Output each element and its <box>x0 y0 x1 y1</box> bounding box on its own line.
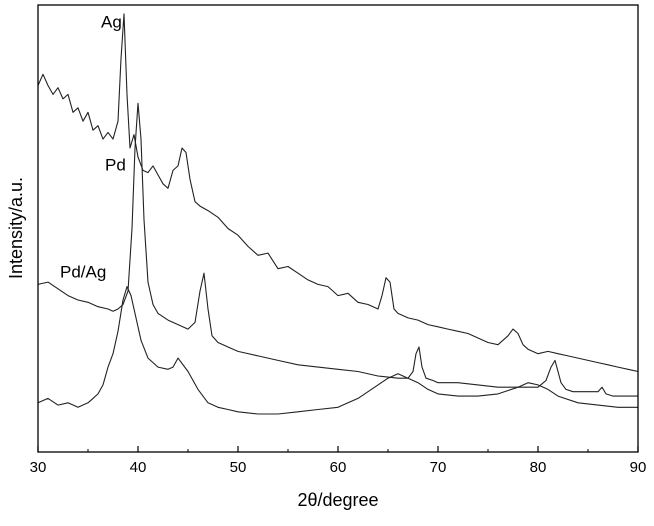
plot-frame <box>38 5 638 452</box>
series-line-ag <box>38 14 638 372</box>
x-axis-ticks: 30 40 50 60 70 80 90 <box>30 446 647 476</box>
annotation-ag: Ag <box>101 12 122 31</box>
series-line-pd-ag <box>38 287 638 414</box>
x-tick-label-30: 30 <box>30 459 47 476</box>
series-annotations: Ag Pd Pd/Ag <box>60 12 126 281</box>
x-axis-label: 2θ/degree <box>297 490 378 510</box>
x-tick-label-40: 40 <box>130 459 147 476</box>
annotation-pd-ag: Pd/Ag <box>60 263 106 282</box>
series-layer <box>38 14 638 414</box>
series-line-pd <box>38 103 638 396</box>
x-tick-label-60: 60 <box>330 459 347 476</box>
x-tick-label-80: 80 <box>530 459 547 476</box>
y-axis-label: Intensity/a.u. <box>6 177 26 279</box>
x-tick-label-50: 50 <box>230 459 247 476</box>
x-tick-label-70: 70 <box>430 459 447 476</box>
x-tick-label-90: 90 <box>630 459 647 476</box>
annotation-pd: Pd <box>105 155 126 174</box>
